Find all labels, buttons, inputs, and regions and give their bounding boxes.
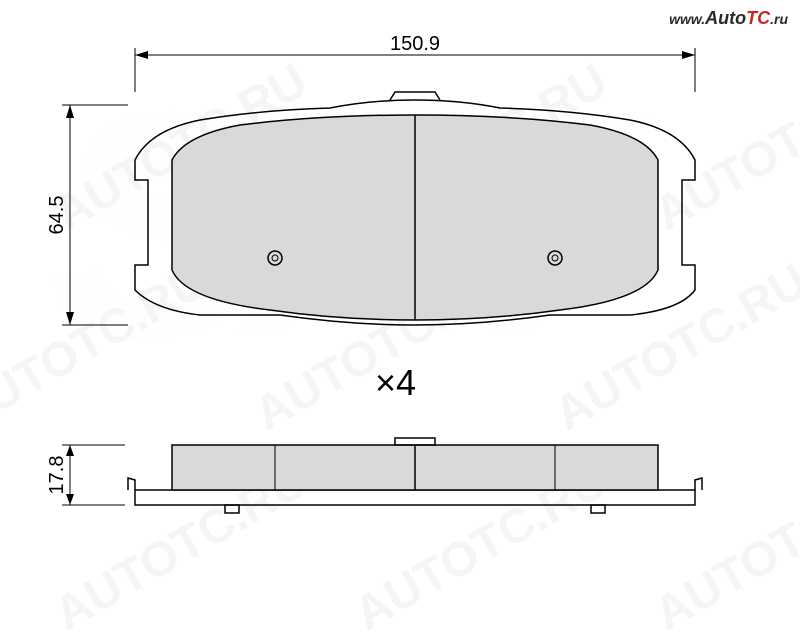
- thickness-dimension: 17.8: [46, 445, 125, 505]
- side-left-tab: [128, 478, 135, 490]
- dim-width-arrow-l: [135, 51, 148, 59]
- logo-suffix: .ru: [770, 11, 788, 27]
- dim-width-arrow-r: [682, 51, 695, 59]
- side-top-clip: [395, 438, 435, 445]
- dim-height-arrow-t: [66, 105, 74, 118]
- height-dimension: 64.5: [46, 105, 128, 325]
- dim-height-arrow-b: [66, 312, 74, 325]
- quantity-label: ×4: [375, 362, 416, 403]
- side-right-tab: [695, 478, 702, 490]
- dim-thick-arrow-t: [66, 445, 74, 456]
- side-view: [128, 438, 702, 513]
- width-dimension: 150.9: [135, 33, 695, 92]
- drawing-svg: 150.9 64.5 ×4 17: [0, 0, 800, 600]
- dim-thick-label: 17.8: [46, 456, 68, 495]
- side-bot-tab-2: [591, 505, 605, 513]
- dim-thick-arrow-b: [66, 494, 74, 505]
- logo-tc: TC: [746, 8, 770, 28]
- site-logo: www.AutoTC.ru: [669, 8, 788, 29]
- top-view: [135, 92, 695, 325]
- dim-width-label: 150.9: [390, 33, 440, 55]
- side-backing: [135, 490, 695, 505]
- logo-prefix: www.: [669, 11, 705, 27]
- top-clip: [390, 92, 440, 100]
- dim-height-label: 64.5: [46, 196, 68, 235]
- logo-auto: Auto: [705, 8, 746, 28]
- technical-drawing: 150.9 64.5 ×4 17: [0, 0, 800, 600]
- side-bot-tab-1: [225, 505, 239, 513]
